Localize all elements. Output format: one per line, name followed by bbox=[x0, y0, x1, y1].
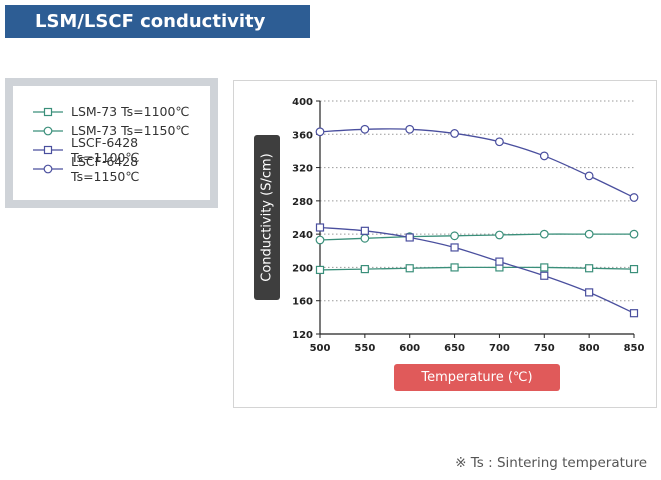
data-point-s0-7 bbox=[629, 264, 639, 274]
data-point-s0-2 bbox=[405, 264, 414, 273]
legend-label: LSCF-6428 Ts=1100℃ bbox=[71, 134, 140, 165]
square-marker-icon bbox=[33, 107, 63, 116]
data-point-s0-3 bbox=[450, 263, 459, 272]
y-tick-label-7: 400 bbox=[292, 97, 313, 108]
legend-label: LSCF-6428 Ts=1150℃ bbox=[71, 153, 140, 184]
data-point-s2-6 bbox=[585, 288, 594, 297]
legend-item: LSM-73 Ts=1150℃ bbox=[33, 121, 210, 140]
data-point-s3-1 bbox=[360, 124, 370, 134]
data-point-s3-0 bbox=[315, 127, 325, 137]
x-tick-label-2: 600 bbox=[399, 343, 420, 354]
legend-item: LSCF-6428 Ts=1150℃ bbox=[33, 154, 210, 184]
conductivity-chart: 120 160 200 240 280 320 360 400 500 550 600 650 700 7… bbox=[292, 97, 645, 354]
x-tick-label-5: 750 bbox=[534, 343, 555, 354]
data-point-s3-3 bbox=[450, 129, 459, 138]
data-point-s2-7 bbox=[629, 309, 639, 318]
y-axis-label-text: Conductivity (S/cm) bbox=[259, 153, 275, 282]
series-line-3 bbox=[319, 128, 635, 199]
data-point-s2-2 bbox=[405, 233, 414, 242]
circle-marker-icon bbox=[33, 126, 63, 135]
data-point-s3-4 bbox=[495, 137, 504, 147]
data-point-s0-6 bbox=[585, 264, 594, 273]
data-point-s2-0 bbox=[315, 223, 325, 232]
data-point-s0-1 bbox=[360, 264, 369, 274]
data-point-s2-3 bbox=[450, 243, 459, 252]
y-axis-label: Conductivity (S/cm) bbox=[254, 135, 280, 300]
data-point-s2-1 bbox=[360, 226, 369, 235]
data-point-s0-5 bbox=[540, 263, 549, 272]
x-tick-label-7: 850 bbox=[624, 343, 645, 354]
data-point-s3-7 bbox=[629, 193, 639, 202]
circle-marker-icon bbox=[33, 164, 63, 173]
x-axis-label: Temperature (℃) bbox=[394, 364, 560, 391]
data-point-s1-1 bbox=[360, 233, 370, 243]
data-point-s2-4 bbox=[495, 257, 504, 266]
data-point-s1-0 bbox=[315, 235, 325, 245]
x-tick-label-1: 550 bbox=[354, 343, 375, 354]
y-tick-label-4: 280 bbox=[292, 197, 313, 208]
legend-label: LSM-73 Ts=1100℃ bbox=[71, 104, 190, 119]
data-point-s0-0 bbox=[315, 265, 325, 275]
data-point-s3-2 bbox=[405, 124, 415, 134]
y-tick-label-1: 160 bbox=[292, 297, 313, 308]
x-tick-label-4: 700 bbox=[489, 343, 510, 354]
legend-label: LSM-73 Ts=1150℃ bbox=[71, 123, 190, 138]
x-tick-label-3: 650 bbox=[444, 343, 465, 354]
legend-item: LSCF-6428 Ts=1100℃ bbox=[33, 135, 210, 165]
y-tick-label-2: 200 bbox=[292, 263, 313, 274]
data-point-s1-4 bbox=[495, 230, 504, 240]
data-point-s1-5 bbox=[539, 229, 549, 239]
legend-item: LSM-73 Ts=1100℃ bbox=[33, 102, 210, 121]
y-tick-label-5: 320 bbox=[292, 164, 313, 175]
data-point-s1-7 bbox=[629, 229, 639, 239]
legend: LSM-73 Ts=1100℃ LSM-73 Ts=1150℃ LSCF-6428 … bbox=[5, 78, 218, 208]
data-point-s3-5 bbox=[539, 151, 549, 161]
data-point-s1-6 bbox=[584, 229, 594, 239]
y-tick-label-6: 360 bbox=[292, 130, 313, 141]
data-point-s1-3 bbox=[450, 231, 459, 241]
y-tick-label-3: 240 bbox=[292, 230, 313, 241]
y-tick-label-0: 120 bbox=[292, 330, 313, 341]
data-point-s3-6 bbox=[584, 171, 594, 181]
square-marker-icon bbox=[33, 145, 63, 154]
chart-panel: 120 160 200 240 280 320 360 400 500 550 600 650 700 7… bbox=[233, 80, 657, 408]
page-title: LSM/LSCF conductivity bbox=[5, 5, 310, 38]
footnote: ※ Ts : Sintering temperature bbox=[455, 455, 647, 471]
data-point-s2-5 bbox=[540, 271, 549, 280]
x-tick-label-0: 500 bbox=[310, 343, 331, 354]
legend-inner: LSM-73 Ts=1100℃ LSM-73 Ts=1150℃ LSCF-6428 … bbox=[13, 86, 210, 200]
x-tick-label-6: 800 bbox=[579, 343, 600, 354]
